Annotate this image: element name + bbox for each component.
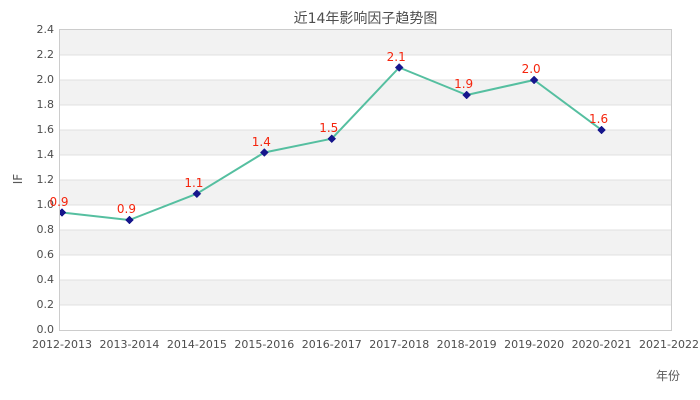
x-tick-label: 2013-2014 [99,338,160,351]
x-tick-label: 2021-2022 [639,338,699,351]
data-point-label: 2.0 [521,62,541,76]
data-point-label: 1.1 [184,175,204,190]
y-tick-label: 0.6 [36,248,55,261]
data-point-label: 1.6 [589,112,609,126]
data-point-marker [394,63,404,72]
data-point-marker [597,125,606,135]
data-point-label: 1.5 [319,120,339,135]
data-point-marker [259,148,269,157]
x-tick-label: 2014-2015 [166,338,227,351]
y-tick-label: 2.4 [36,23,55,36]
data-point-label: 0.9 [49,194,69,209]
y-tick-label: 1.4 [36,148,55,161]
y-tick-label: 2.2 [36,48,55,61]
y-tick-label: 0.4 [36,273,55,286]
data-point-marker [327,134,337,144]
data-point-marker [125,215,134,225]
data-point-marker [462,90,472,100]
y-tick-label: 1.8 [36,98,55,111]
x-tick-label: 2015-2016 [234,338,295,351]
x-axis-title: 年份 [655,369,680,383]
x-tick-label: 2020-2021 [571,338,632,351]
data-point-label: 1.9 [454,77,474,91]
data-point-marker [192,189,202,199]
y-tick-label: 1.6 [36,123,55,136]
y-tick-label: 2.0 [36,73,55,86]
y-tick-label: 1.0 [36,198,55,211]
data-point-marker [529,75,539,85]
y-tick-label: 0.8 [36,223,55,236]
x-tick-label: 2019-2020 [504,338,565,351]
data-point-label: 0.9 [116,202,136,216]
x-tick-label: 2016-2017 [301,338,362,351]
data-point-marker [60,208,67,217]
trend-line [61,66,603,221]
data-point-label: 2.1 [386,49,406,64]
chart-title: 近14年影响因子趋势图 [293,11,438,27]
x-tick-label: 2017-2018 [369,338,430,351]
data-point-label: 1.4 [251,134,271,149]
x-tick-label: 2012-2013 [32,338,92,351]
y-tick-label: 0.0 [36,323,55,336]
x-tick-label: 2018-2019 [436,338,497,351]
chart-canvas [60,54,671,306]
y-tick-label: 0.2 [36,298,55,311]
y-tick-label: 1.2 [36,173,55,186]
plot-area [59,29,672,331]
